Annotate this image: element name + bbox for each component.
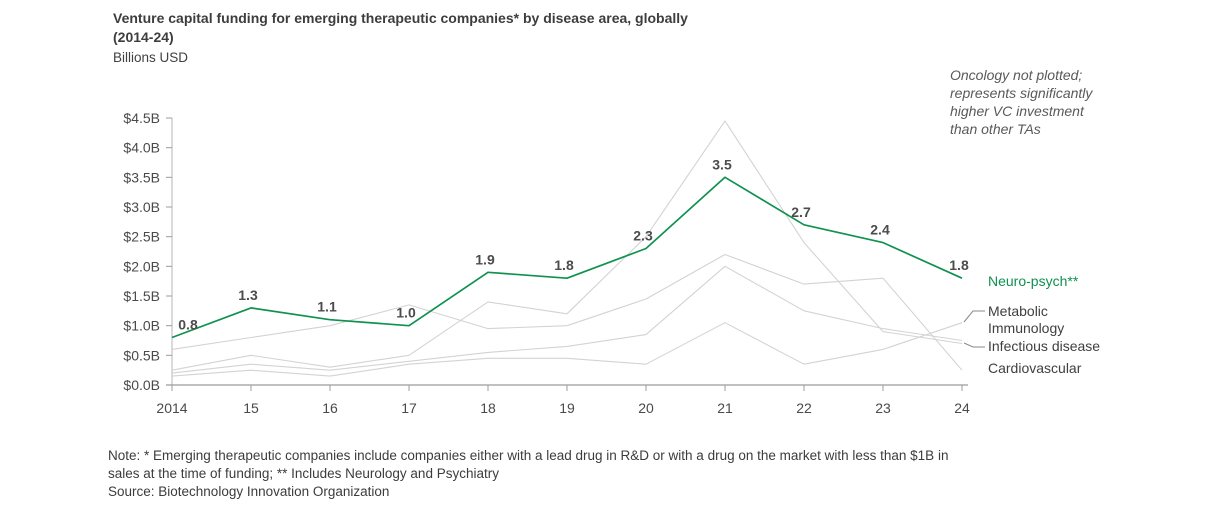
data-label-neuro-psych: 1.1 xyxy=(317,299,337,315)
data-label-neuro-psych: 1.0 xyxy=(396,305,416,321)
series-line-metabolic xyxy=(171,322,963,377)
y-tick-label: $1.5B xyxy=(123,288,160,304)
data-label-neuro-psych: 1.3 xyxy=(238,287,258,303)
annotation-line: represents significantly xyxy=(950,85,1093,101)
x-tick-label: 18 xyxy=(480,400,496,416)
leader-line-infectious-disease xyxy=(963,342,985,348)
series-line-immunology xyxy=(171,265,963,374)
x-tick-label: 15 xyxy=(243,400,259,416)
x-tick-label: 21 xyxy=(717,400,733,416)
data-label-neuro-psych: 1.8 xyxy=(949,257,969,273)
y-tick-label: $1.0B xyxy=(123,318,160,334)
legend-label-metabolic: Metabolic xyxy=(988,303,1048,319)
chart-header: Venture capital funding for emerging the… xyxy=(113,9,688,67)
footnote-line2: sales at the time of funding; ** Include… xyxy=(108,466,499,481)
data-label-neuro-psych: 2.7 xyxy=(791,204,811,220)
legend-label-neuro-psych: Neuro-psych** xyxy=(988,273,1079,289)
y-tick-label: $0.0B xyxy=(123,377,160,393)
x-tick-label: 24 xyxy=(954,400,970,416)
y-tick-label: $0.5B xyxy=(123,347,160,363)
legend-label-immunology: Immunology xyxy=(988,320,1065,336)
x-tick-label: 23 xyxy=(875,400,891,416)
annotation-line: Oncology not plotted; xyxy=(950,67,1083,83)
data-label-neuro-psych: 1.9 xyxy=(475,251,495,267)
y-tick-label: $2.5B xyxy=(123,229,160,245)
y-axis-units-label: Billions USD xyxy=(113,50,189,65)
series-line-cardiovascular xyxy=(171,253,963,371)
y-tick-label: $3.0B xyxy=(123,199,160,215)
source-line: Source: Biotechnology Innovation Organiz… xyxy=(108,484,390,499)
footnotes: Note: * Emerging therapeutic companies i… xyxy=(108,447,948,501)
data-label-neuro-psych: 2.3 xyxy=(633,228,653,244)
page-title-line1: Venture capital funding for emerging the… xyxy=(113,10,688,26)
data-label-neuro-psych: 2.4 xyxy=(870,222,890,238)
x-tick-label: 20 xyxy=(638,400,654,416)
x-tick-label: 22 xyxy=(796,400,812,416)
x-tick-label: 17 xyxy=(401,400,417,416)
legend-label-cardiovascular: Cardiovascular xyxy=(988,360,1082,376)
data-label-neuro-psych: 3.5 xyxy=(712,156,732,172)
data-label-neuro-psych: 1.8 xyxy=(554,257,574,273)
x-tick-label: 2014 xyxy=(156,400,187,416)
x-tick-label: 16 xyxy=(322,400,338,416)
footnote-line1: Note: * Emerging therapeutic companies i… xyxy=(108,448,949,463)
legend-label-infectious-disease: Infectious disease xyxy=(988,338,1101,354)
series-line-neuro-psych xyxy=(171,176,963,339)
series-line-infectious-disease xyxy=(171,120,963,371)
data-label-neuro-psych: 0.8 xyxy=(178,317,198,333)
y-tick-label: $3.5B xyxy=(123,169,160,185)
annotation-line: higher VC investment xyxy=(950,103,1084,119)
x-tick-label: 19 xyxy=(559,400,575,416)
leader-line-metabolic xyxy=(963,310,985,323)
page-title-line2: (2014-24) xyxy=(113,29,174,45)
y-tick-label: $2.0B xyxy=(123,258,160,274)
annotation-line: than other TAs xyxy=(950,121,1041,137)
oncology-annotation: Oncology not plotted; represents signifi… xyxy=(950,66,1092,138)
y-tick-label: $4.5B xyxy=(123,110,160,126)
y-tick-label: $4.0B xyxy=(123,140,160,156)
